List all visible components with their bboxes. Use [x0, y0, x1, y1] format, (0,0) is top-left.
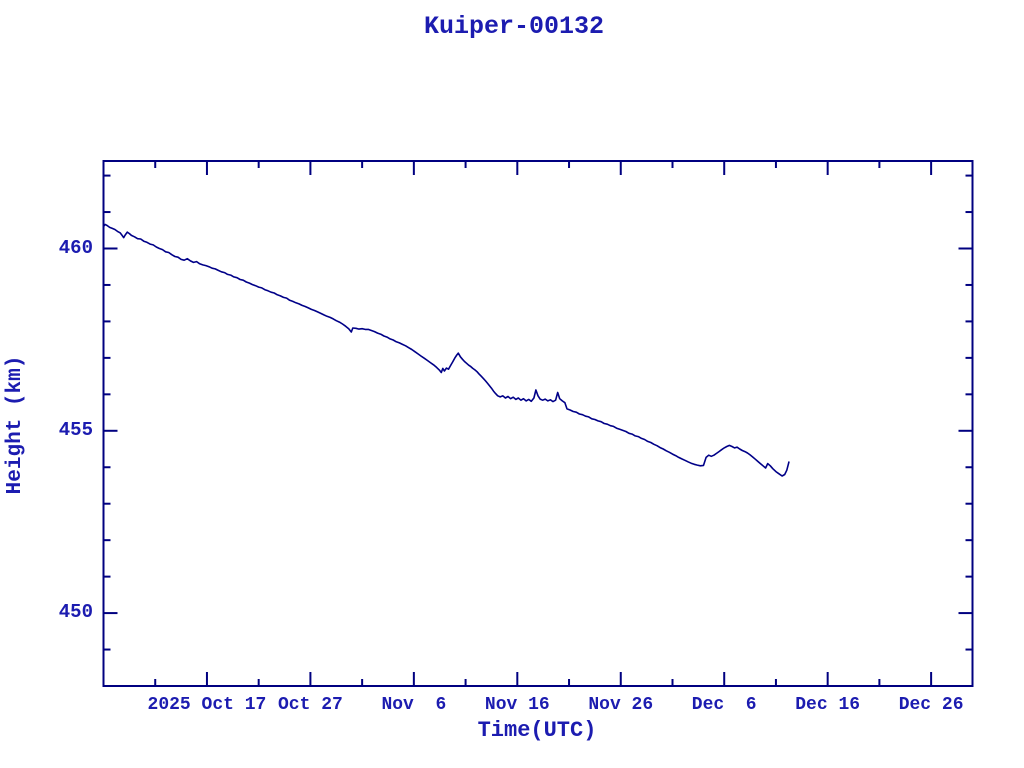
ytick-label-460: 460 — [58, 236, 93, 259]
y-axis-title: Height (km) — [4, 355, 27, 495]
xtick-label-dec26: Dec 26 — [898, 695, 964, 715]
ytick-label-455: 455 — [58, 418, 93, 441]
axis-ticks — [103, 161, 973, 686]
xtick-label-nov6: Nov 6 — [381, 695, 447, 715]
xtick-label-nov16: Nov 16 — [484, 695, 550, 715]
xtick-label-oct17: 2025 Oct 17 — [147, 695, 267, 715]
xtick-label-dec6: Dec 6 — [691, 695, 757, 715]
ytick-label-450: 450 — [58, 601, 93, 624]
xtick-label-oct27: Oct 27 — [277, 695, 343, 715]
x-axis-title: Time(UTC) — [477, 718, 597, 743]
xtick-label-dec16: Dec 16 — [795, 695, 861, 715]
plot-frame — [102, 160, 974, 687]
xtick-label-nov26: Nov 26 — [588, 695, 654, 715]
height-series-line — [102, 223, 790, 477]
chart-title: Kuiper-00132 — [423, 12, 605, 41]
